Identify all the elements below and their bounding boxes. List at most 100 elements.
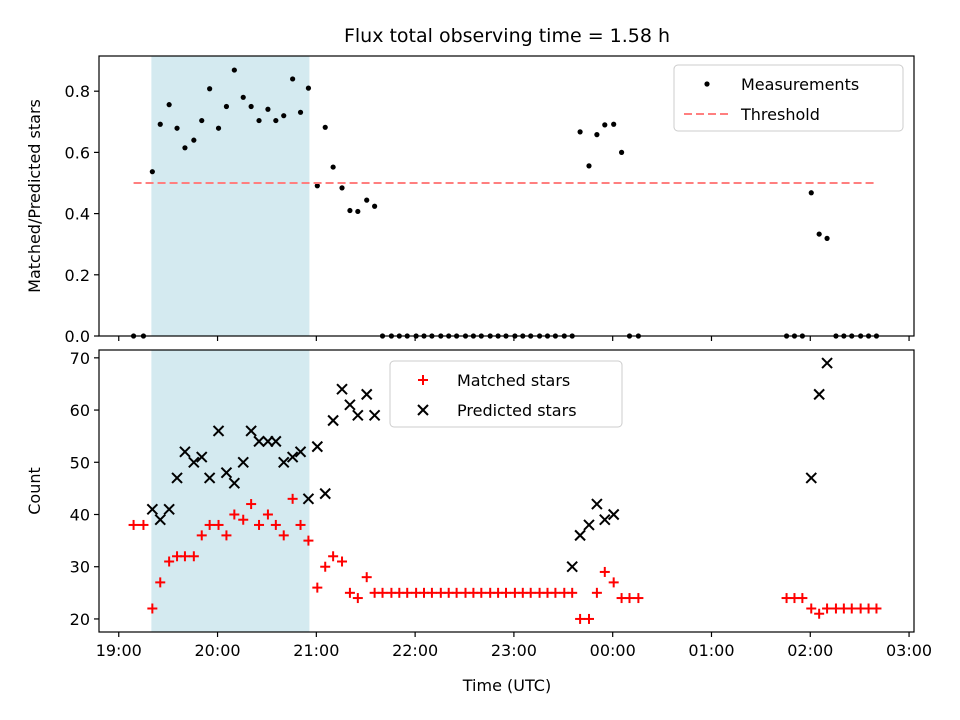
legend-matched-stars-label: Matched stars: [457, 371, 570, 390]
matched-stars-point-14: [246, 499, 257, 510]
ratio-y-tick-label-4: 0.8: [65, 82, 90, 101]
ratio-y-axis-label: Matched/Predicted stars: [25, 99, 44, 293]
matched-stars-point-17: [270, 519, 281, 530]
predicted-stars-point-1-b: [154, 514, 166, 526]
count-legend-box: [389, 360, 623, 428]
x-tick-label-8: 03:00: [886, 641, 932, 660]
measurements-point-29: [372, 203, 378, 209]
matched-stars-point-56: [591, 587, 602, 598]
measurements-point-14: [248, 103, 254, 110]
predicted-stars-point-13-b: [253, 435, 265, 448]
matched-stars-point-9: [204, 519, 215, 530]
predicted-stars-point-35: [813, 388, 825, 401]
measurements-point-66: [816, 231, 822, 237]
matched-stars-point-45: [501, 587, 512, 598]
count-y-tick-label-5: 70: [70, 349, 90, 368]
matched-stars-point-13: [238, 514, 249, 525]
predicted-stars-point-17: [286, 451, 299, 463]
measurements-point-12: [231, 67, 237, 73]
ratio-panel: 0.0 0.2 0.4 0.6 0.8 Matched/Predicted stars Me…: [25, 55, 915, 346]
predicted-stars-point-20: [311, 440, 324, 453]
measurements-point-22: [314, 183, 320, 189]
matched-stars-point-64: [797, 593, 808, 604]
matched-stars-point-55: [583, 613, 594, 624]
measurements-point-26: [347, 207, 353, 214]
predicted-stars-point-30: [583, 519, 595, 531]
x-tick-label-6: 01:00: [688, 641, 734, 660]
predicted-stars-point-20-b: [311, 440, 324, 453]
count-series-matched-stars: [128, 493, 882, 624]
predicted-stars-point-9: [220, 467, 233, 479]
matched-stars-point-18: [278, 530, 289, 541]
ratio-legend: Measurements Threshold: [673, 64, 904, 132]
matched-stars-point-23: [320, 561, 331, 572]
predicted-stars-point-7: [203, 472, 216, 484]
predicted-stars-point-28-b: [566, 561, 578, 573]
predicted-stars-point-29-b: [574, 529, 586, 542]
predicted-stars-point-10: [228, 477, 241, 489]
predicted-stars-point-24: [344, 399, 356, 411]
matched-stars-point-22: [312, 582, 323, 593]
predicted-stars-point-31-b: [591, 498, 603, 510]
measurements-point-28: [364, 197, 370, 203]
predicted-stars-point-27: [368, 409, 381, 421]
predicted-stars-point-22: [327, 414, 339, 427]
predicted-stars-point-12-b: [245, 425, 257, 437]
predicted-stars-point-12: [245, 425, 257, 437]
predicted-stars-point-36: [821, 357, 833, 369]
matched-stars-point-16: [262, 509, 273, 520]
matched-stars-point-67: [822, 603, 833, 614]
measurements-point-67: [824, 235, 830, 241]
ratio-shaded-interval: [151, 56, 310, 336]
measurements-point-13: [240, 94, 246, 100]
ratio-y-tick-label-0: 0.0: [65, 327, 90, 346]
chart-title: Flux total observing time = 1.58 h: [344, 25, 670, 47]
count-shaded-interval: [151, 350, 310, 632]
predicted-stars-point-16: [278, 456, 290, 468]
measurements-point-6: [182, 145, 188, 151]
predicted-stars-point-30-b: [583, 519, 595, 531]
predicted-stars-point-32: [599, 514, 611, 526]
matched-stars-point-19: [287, 493, 298, 504]
count-y-axis-label: Count: [25, 467, 44, 515]
matched-stars-point-36: [426, 587, 437, 598]
matched-stars-point-1: [138, 519, 149, 530]
predicted-stars-point-15: [270, 435, 282, 448]
matched-stars-point-54: [575, 613, 586, 624]
predicted-stars-point-10-b: [228, 477, 241, 489]
matched-stars-point-65: [806, 603, 817, 614]
measurements-point-56: [594, 132, 600, 138]
count-y-tick-label-1: 30: [70, 558, 90, 577]
measurements-point-57: [602, 122, 608, 128]
matched-stars-point-10: [213, 519, 224, 530]
legend-threshold-label: Threshold: [740, 105, 820, 124]
matched-stars-point-0: [128, 519, 139, 530]
matched-stars-point-11: [221, 530, 232, 541]
matched-stars-point-3: [155, 577, 166, 588]
predicted-stars-point-34-b: [805, 472, 817, 484]
matched-stars-point-66: [814, 608, 825, 619]
matched-stars-point-20: [295, 519, 306, 530]
x-tick-label-3: 22:00: [392, 641, 438, 660]
measurements-point-25: [339, 185, 345, 191]
predicted-stars-point-23-b: [336, 383, 348, 395]
x-axis-label: Time (UTC): [462, 676, 551, 695]
measurements-point-58: [611, 121, 617, 127]
matched-stars-point-24: [328, 551, 339, 562]
legend-predicted-stars-label: Predicted stars: [457, 401, 577, 420]
measurements-point-4: [166, 102, 172, 108]
count-series-predicted-stars: [146, 357, 833, 573]
measurements-point-54: [577, 129, 583, 135]
measurements-point-7: [191, 137, 197, 143]
predicted-stars-point-17-b: [286, 451, 299, 463]
matched-stars-point-61: [633, 593, 644, 604]
matched-stars-point-6: [179, 551, 190, 562]
measurements-point-15: [256, 117, 262, 124]
predicted-stars-point-16-b: [278, 456, 290, 468]
x-tick-label-7: 02:00: [787, 641, 833, 660]
matched-stars-point-7: [188, 551, 199, 562]
matched-stars-point-70: [846, 603, 857, 614]
measurements-point-5: [174, 125, 180, 131]
measurements-point-19: [290, 76, 296, 82]
matched-stars-point-73: [871, 603, 882, 614]
